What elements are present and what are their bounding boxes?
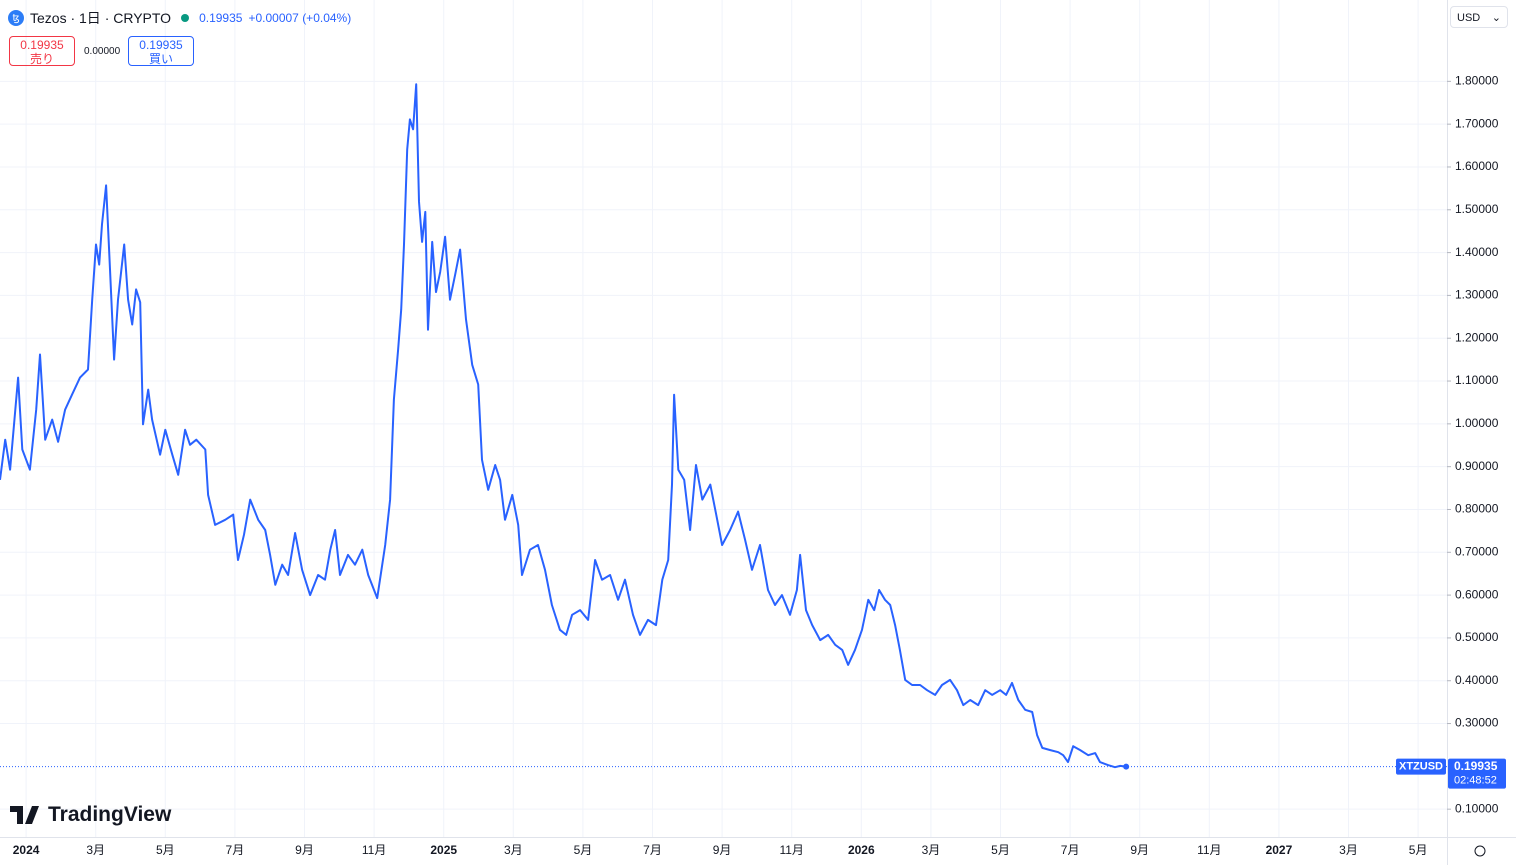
y-tick-label: 0.80000 [1455, 502, 1499, 516]
symbol-tag [1396, 758, 1446, 775]
spread: 0.00000 [84, 46, 121, 57]
brand-name: TradingView [48, 803, 172, 826]
symbol-tag-label: XTZUSD [1399, 761, 1443, 773]
x-tick-label: 5月 [574, 843, 593, 857]
price-line [0, 83, 1127, 769]
x-tick-label: 9月 [713, 843, 732, 857]
x-tick-label: 2024 [13, 843, 40, 857]
y-tick-label: 1.20000 [1455, 330, 1499, 344]
x-tick-label: 5月 [991, 843, 1010, 857]
last-price: 0.19935 [199, 11, 243, 25]
sell-price: 0.19935 [20, 38, 64, 52]
x-tick-label: 7月 [1061, 843, 1080, 857]
price-change: +0.00007 (+0.04%) [248, 11, 352, 25]
x-tick-label: 7月 [226, 843, 245, 857]
x-tick-label: 2026 [848, 843, 875, 857]
sell-button[interactable]: 0.19935 売り [9, 36, 75, 66]
symbol-title[interactable]: Tezos · 1日 · CRYPTO [30, 10, 172, 26]
y-tick-label: 0.60000 [1455, 587, 1499, 601]
y-tick-label: 0.70000 [1455, 544, 1499, 558]
x-tick-label: 3月 [504, 843, 523, 857]
x-tick-label: 2025 [430, 843, 457, 857]
y-tick-label: 0.10000 [1455, 801, 1499, 815]
market-status [181, 14, 190, 22]
x-tick-label: 11月 [779, 843, 803, 857]
last-point [1123, 763, 1130, 770]
x-tick-label: 5月 [1409, 843, 1428, 857]
buy-label: 買い [148, 52, 173, 66]
currency: USD [1457, 12, 1481, 24]
brand: TradingView [10, 803, 171, 827]
currency-select[interactable]: USD ⌄ [1450, 6, 1508, 28]
countdown: 02:48:52 [1454, 775, 1497, 787]
y-tick-label: 0.50000 [1455, 630, 1499, 644]
y-tick-label: 0.90000 [1455, 459, 1499, 473]
y-tick-label: 1.30000 [1455, 288, 1499, 302]
y-tick-label: 1.00000 [1455, 416, 1499, 430]
y-tick-label: 0.40000 [1455, 673, 1499, 687]
x-tick-label: 11月 [362, 843, 386, 857]
x-tick-label: 5月 [156, 843, 175, 857]
chevron: ⌄ [1491, 12, 1501, 24]
buy-price: 0.19935 [139, 38, 183, 52]
brand-logo [10, 806, 39, 824]
y-tick-label: 1.40000 [1455, 245, 1499, 259]
buy-button[interactable]: 0.19935 買い [128, 36, 194, 66]
settings-icon [1474, 845, 1486, 857]
y-tick-label: 1.80000 [1455, 74, 1499, 88]
x-tick-label: 9月 [1130, 843, 1149, 857]
y-tick-label: 1.70000 [1455, 116, 1499, 130]
header: ꜩ Tezos · 1日 · CRYPTO 0.19935 +0.00007 (… [8, 8, 351, 28]
price-tag [1448, 758, 1506, 789]
symbol-logo: ꜩ [8, 10, 24, 26]
sell-label: 売り [29, 52, 54, 66]
x-tick-label: 3月 [1339, 843, 1358, 857]
price-tag-label: 0.19935 [1454, 759, 1498, 773]
x-tick-label: 3月 [86, 843, 105, 857]
x-tick-label: 9月 [295, 843, 314, 857]
x-tick-label: 11月 [1197, 843, 1221, 857]
x-tick-label: 2027 [1266, 843, 1293, 857]
y-tick-label: 1.60000 [1455, 159, 1499, 173]
x-tick-label: 3月 [922, 843, 941, 857]
y-tick-label: 1.50000 [1455, 202, 1499, 216]
x-tick-label: 7月 [643, 843, 662, 857]
y-tick-label: 0.30000 [1455, 716, 1499, 730]
y-tick-label: 1.10000 [1455, 373, 1499, 387]
